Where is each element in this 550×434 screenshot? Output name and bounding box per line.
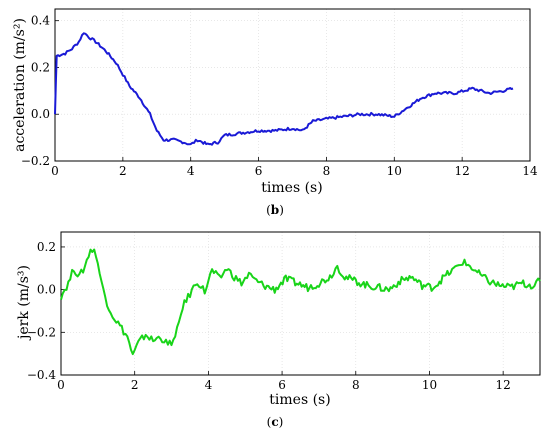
x-tick-label: 10: [387, 164, 402, 178]
x-tick-label: 4: [187, 164, 195, 178]
y-tick-label: 0.2: [37, 240, 56, 254]
y-tick-label: 0.0: [31, 107, 50, 121]
chart-panel-c: 0 2 4 6 8 10 12 −0.4 −0.2 0.0 0.2 times (s) jerk (…: [16, 231, 541, 429]
x-axis-label: times (s): [261, 180, 322, 196]
x-tick-label: 8: [323, 164, 331, 178]
x-tick-label: 8: [352, 378, 360, 392]
x-tick-label: 14: [522, 164, 538, 178]
y-tick-label: −0.2: [21, 154, 50, 168]
x-tick-label: 6: [255, 164, 263, 178]
x-tick-label: 4: [205, 378, 213, 392]
plot-frame: [54, 8, 531, 162]
series: [60, 248, 541, 356]
y-tick-label: 0.2: [31, 60, 50, 74]
series: [54, 32, 514, 146]
panel-label: (c): [267, 415, 284, 429]
y-axis-label: jerk (m/s³): [16, 265, 32, 341]
ticks: 0 2 4 6 8 10 12 −0.4 −0.2 0.0 0.2: [27, 240, 511, 392]
y-axis-label: acceleration (m/s²): [12, 18, 28, 152]
x-tick-label: 2: [131, 378, 139, 392]
y-tick-label: −0.4: [27, 368, 57, 382]
x-tick-label: 12: [455, 164, 470, 178]
y-tick-label: −0.2: [27, 325, 56, 339]
x-tick-label: 6: [278, 378, 286, 392]
y-tick-label: 0.0: [37, 283, 56, 297]
x-tick-label: 2: [119, 164, 127, 178]
x-tick-label: 10: [422, 378, 437, 392]
series-line: [60, 248, 541, 356]
x-tick-label: 0: [57, 378, 65, 392]
chart-panel-b: 0 2 4 6 8 10 12 14 −0.2 0.0 0.2 0.4 times (s) accel…: [12, 8, 538, 217]
gridlines: [54, 9, 531, 162]
x-tick-label: 0: [51, 164, 59, 178]
panel-label: (b): [266, 203, 284, 217]
ticks: 0 2 4 6 8 10 12 14 −0.2 0.0 0.2 0.4: [21, 14, 538, 178]
plot-frame: [60, 231, 541, 376]
x-tick-label: 12: [496, 378, 511, 392]
y-tick-label: 0.4: [31, 14, 50, 28]
series-line: [54, 32, 514, 146]
x-axis-label: times (s): [269, 392, 330, 408]
